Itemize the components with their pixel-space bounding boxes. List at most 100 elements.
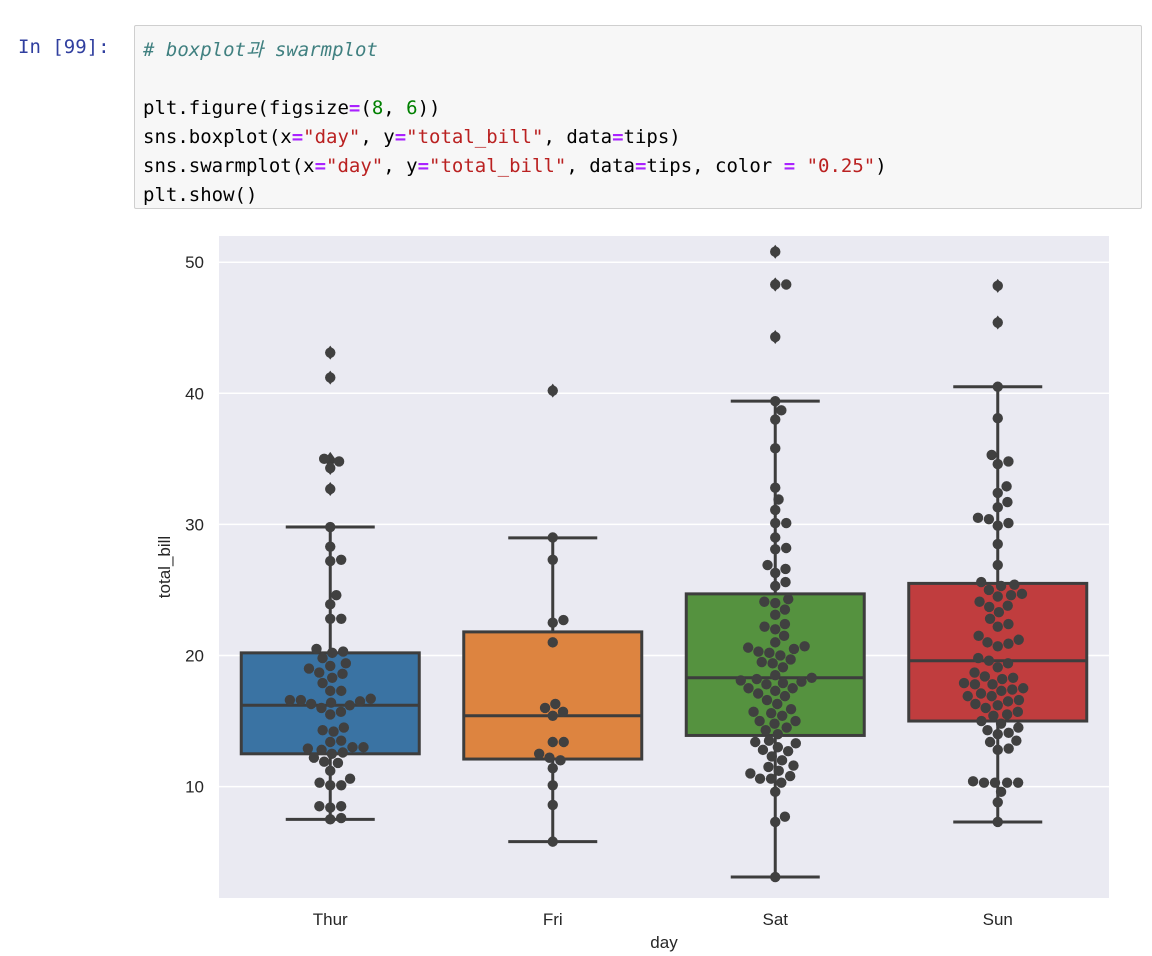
swarm-point-sat — [766, 707, 777, 719]
swarm-point-sun — [972, 512, 984, 524]
swarm-point-sun — [992, 520, 1003, 531]
swarm-point-thur — [325, 780, 336, 791]
code-token: plt.show() — [143, 184, 258, 206]
code-token: = — [314, 155, 327, 177]
swarm-point-sun — [992, 621, 1003, 632]
y-tick-label: 50 — [185, 253, 204, 272]
swarm-point-thur — [337, 646, 349, 657]
swarm-point-sat — [788, 760, 799, 771]
swarm-point-sun — [970, 698, 981, 710]
swarm-point-thur — [326, 748, 338, 760]
swarm-point-sun — [982, 725, 993, 736]
swarm-point-thur — [325, 347, 336, 358]
swarm-point-sun — [973, 630, 984, 642]
swarm-point-sun — [1013, 634, 1024, 645]
swarm-point-sat — [770, 414, 781, 425]
swarm-point-sun — [992, 816, 1003, 828]
swarm-point-thur — [336, 780, 347, 791]
code-token: "0.25" — [806, 155, 876, 177]
swarm-point-sun — [1011, 735, 1022, 746]
swarm-point-sat — [767, 658, 778, 669]
swarm-point-sun — [992, 559, 1003, 571]
swarm-point-sun — [1013, 722, 1024, 733]
swarm-point-thur — [325, 697, 337, 708]
swarm-point-sat — [772, 728, 784, 740]
swarm-point-sat — [778, 630, 790, 642]
swarm-point-sun — [992, 502, 1003, 513]
swarm-point-fri — [547, 799, 558, 811]
swarm-point-sat — [770, 331, 781, 343]
swarm-point-sun — [995, 580, 1007, 592]
swarm-point-sun — [1002, 658, 1014, 669]
swarm-point-sat — [770, 504, 781, 516]
swarm-point-sun — [992, 487, 1003, 499]
swarm-point-thur — [318, 453, 330, 465]
swarm-point-thur — [354, 696, 366, 707]
swarm-point-sat — [780, 563, 791, 575]
swarm-point-sun — [962, 690, 973, 702]
swarm-point-thur — [340, 658, 352, 669]
swarm-point-thur — [325, 483, 336, 495]
swarm-point-sun — [973, 652, 984, 664]
swarm-point-fri — [547, 736, 558, 748]
code-cell[interactable]: # boxplot과 swarmplot plt.figure(figsize=… — [134, 25, 1142, 209]
swarm-point-sat — [790, 738, 802, 749]
swarm-point-sat — [770, 517, 781, 529]
swarm-point-sat — [787, 683, 798, 694]
swarm-point-thur — [328, 726, 339, 737]
code-token: , data — [543, 126, 613, 148]
swarm-point-sat — [756, 656, 767, 668]
swarm-point-thur — [336, 613, 347, 624]
code-token: , y — [383, 155, 418, 177]
code-token: = — [634, 155, 647, 177]
swarm-point-thur — [335, 706, 347, 718]
swarm-point-sat — [754, 715, 765, 727]
swarm-point-fri — [547, 617, 558, 628]
swarm-point-sat — [777, 710, 788, 721]
swarm-point-sat — [776, 755, 788, 766]
code-token: , data — [566, 155, 635, 177]
swarm-point-fri — [558, 614, 569, 626]
swarm-point-sun — [1001, 481, 1012, 492]
swarm-point-sun — [982, 637, 993, 648]
y-tick-labels: 10 20 30 40 50 — [185, 253, 204, 796]
swarm-point-sat — [761, 694, 773, 706]
swarm-point-sat — [777, 662, 789, 673]
code-editor[interactable]: # boxplot과 swarmplot plt.figure(figsize=… — [143, 36, 887, 210]
code-token: sns.swarmplot(x — [143, 155, 315, 177]
swarm-point-sun — [992, 728, 1003, 740]
y-tick-label: 10 — [185, 778, 204, 797]
swarm-point-thur — [325, 521, 336, 533]
swarm-point-fri — [547, 532, 558, 543]
swarm-point-thur — [325, 462, 336, 474]
swarm-point-sat — [776, 777, 787, 788]
swarm-point-sun — [958, 677, 970, 689]
swarm-point-sun — [1003, 727, 1014, 739]
swarm-point-sun — [987, 679, 998, 690]
swarm-point-sun — [1003, 638, 1014, 649]
swarm-point-sat — [770, 786, 781, 798]
swarm-point-sun — [980, 702, 991, 714]
swarm-point-thur — [335, 812, 347, 824]
x-tick-label: Fri — [543, 910, 563, 929]
swarm-point-sun — [1007, 672, 1019, 683]
swarm-point-sat — [782, 745, 794, 757]
swarm-point-sun — [984, 601, 995, 613]
swarm-point-sun — [992, 591, 1003, 602]
swarm-point-sat — [760, 725, 771, 736]
y-tick-label: 40 — [185, 384, 204, 403]
swarm-point-thur — [325, 555, 336, 567]
swarm-point-thur — [344, 700, 355, 711]
x-tick-label: Sun — [983, 910, 1013, 929]
code-token: plt.figure(figsize — [143, 97, 349, 119]
swarm-point-sat — [779, 618, 791, 630]
swarm-point-sun — [976, 576, 987, 588]
swarm-point-sun — [992, 744, 1003, 756]
swarm-point-sat — [788, 643, 800, 655]
swarm-point-sun — [1001, 709, 1013, 720]
swarm-point-sat — [779, 690, 791, 702]
swarm-point-sat — [765, 773, 777, 784]
swarm-point-sun — [967, 776, 979, 787]
swarm-point-thur — [302, 743, 314, 754]
